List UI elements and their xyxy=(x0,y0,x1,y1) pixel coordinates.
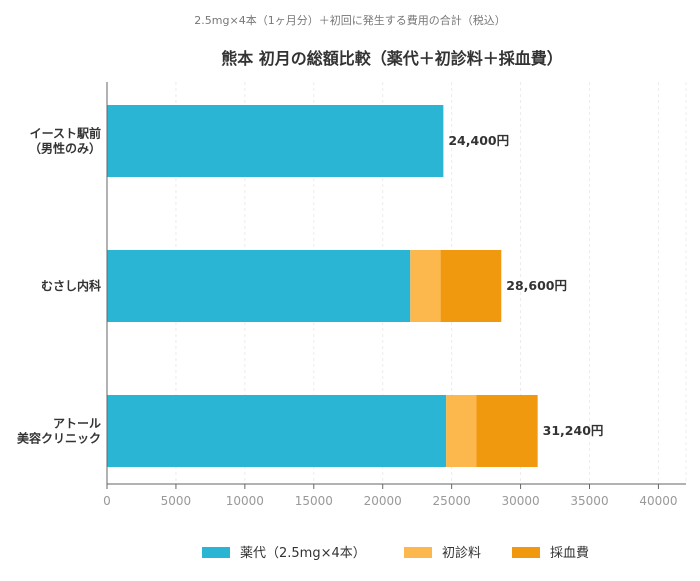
x-tick-label-4: 20000 xyxy=(364,494,402,508)
legend-swatch-2 xyxy=(512,547,540,558)
x-tick-label-3: 15000 xyxy=(295,494,333,508)
legend-label-2: 採血費 xyxy=(550,546,589,561)
x-axis: 0 5000 10000 15000 20000 25000 30000 35000 40000 xyxy=(103,82,686,508)
total-label-0: 24,400円 xyxy=(448,133,509,148)
category-label-0-0: イースト駅前 xyxy=(30,126,101,141)
x-tick-label-2: 10000 xyxy=(226,494,264,508)
x-tick-label-6: 30000 xyxy=(501,494,539,508)
legend-swatch-1 xyxy=(404,547,432,558)
x-tick-label-1: 5000 xyxy=(161,494,192,508)
total-labels: 24,400円 28,600円 31,240円 xyxy=(448,133,603,438)
x-tick-label-8: 40000 xyxy=(639,494,677,508)
category-label-2-1: 美容クリニック xyxy=(17,431,101,446)
legend-label-0: 薬代（2.5mg×4本） xyxy=(240,546,366,561)
chart-title: 熊本 初月の総額比較（薬代＋初診料＋採血費） xyxy=(221,49,563,68)
legend-swatch-0 xyxy=(202,547,230,558)
category-label-0-1: （男性のみ） xyxy=(29,141,101,156)
x-tick-label-5: 25000 xyxy=(433,494,471,508)
legend: 薬代（2.5mg×4本） 初診料 採血費 xyxy=(202,545,589,561)
x-tick-label-0: 0 xyxy=(103,494,111,508)
legend-label-1: 初診料 xyxy=(442,545,481,561)
bar-0-series-0 xyxy=(107,105,444,177)
category-label-2-0: アトール xyxy=(53,417,101,431)
category-label-1-0: むさし内科 xyxy=(41,278,101,293)
bar-2-series-0 xyxy=(107,395,447,467)
total-label-1: 28,600円 xyxy=(506,278,567,293)
bar-1-series-2 xyxy=(440,250,502,322)
x-tick-label-7: 35000 xyxy=(570,494,608,508)
bar-2-series-2 xyxy=(476,395,538,467)
bars xyxy=(107,105,538,467)
bar-2-series-1 xyxy=(446,395,477,467)
total-label-2: 31,240円 xyxy=(543,423,604,438)
chart-subtitle: 2.5mg×4本（1ヶ月分）＋初回に発生する費用の合計（税込） xyxy=(194,13,505,27)
bar-1-series-1 xyxy=(410,250,441,322)
bar-1-series-0 xyxy=(107,250,411,322)
